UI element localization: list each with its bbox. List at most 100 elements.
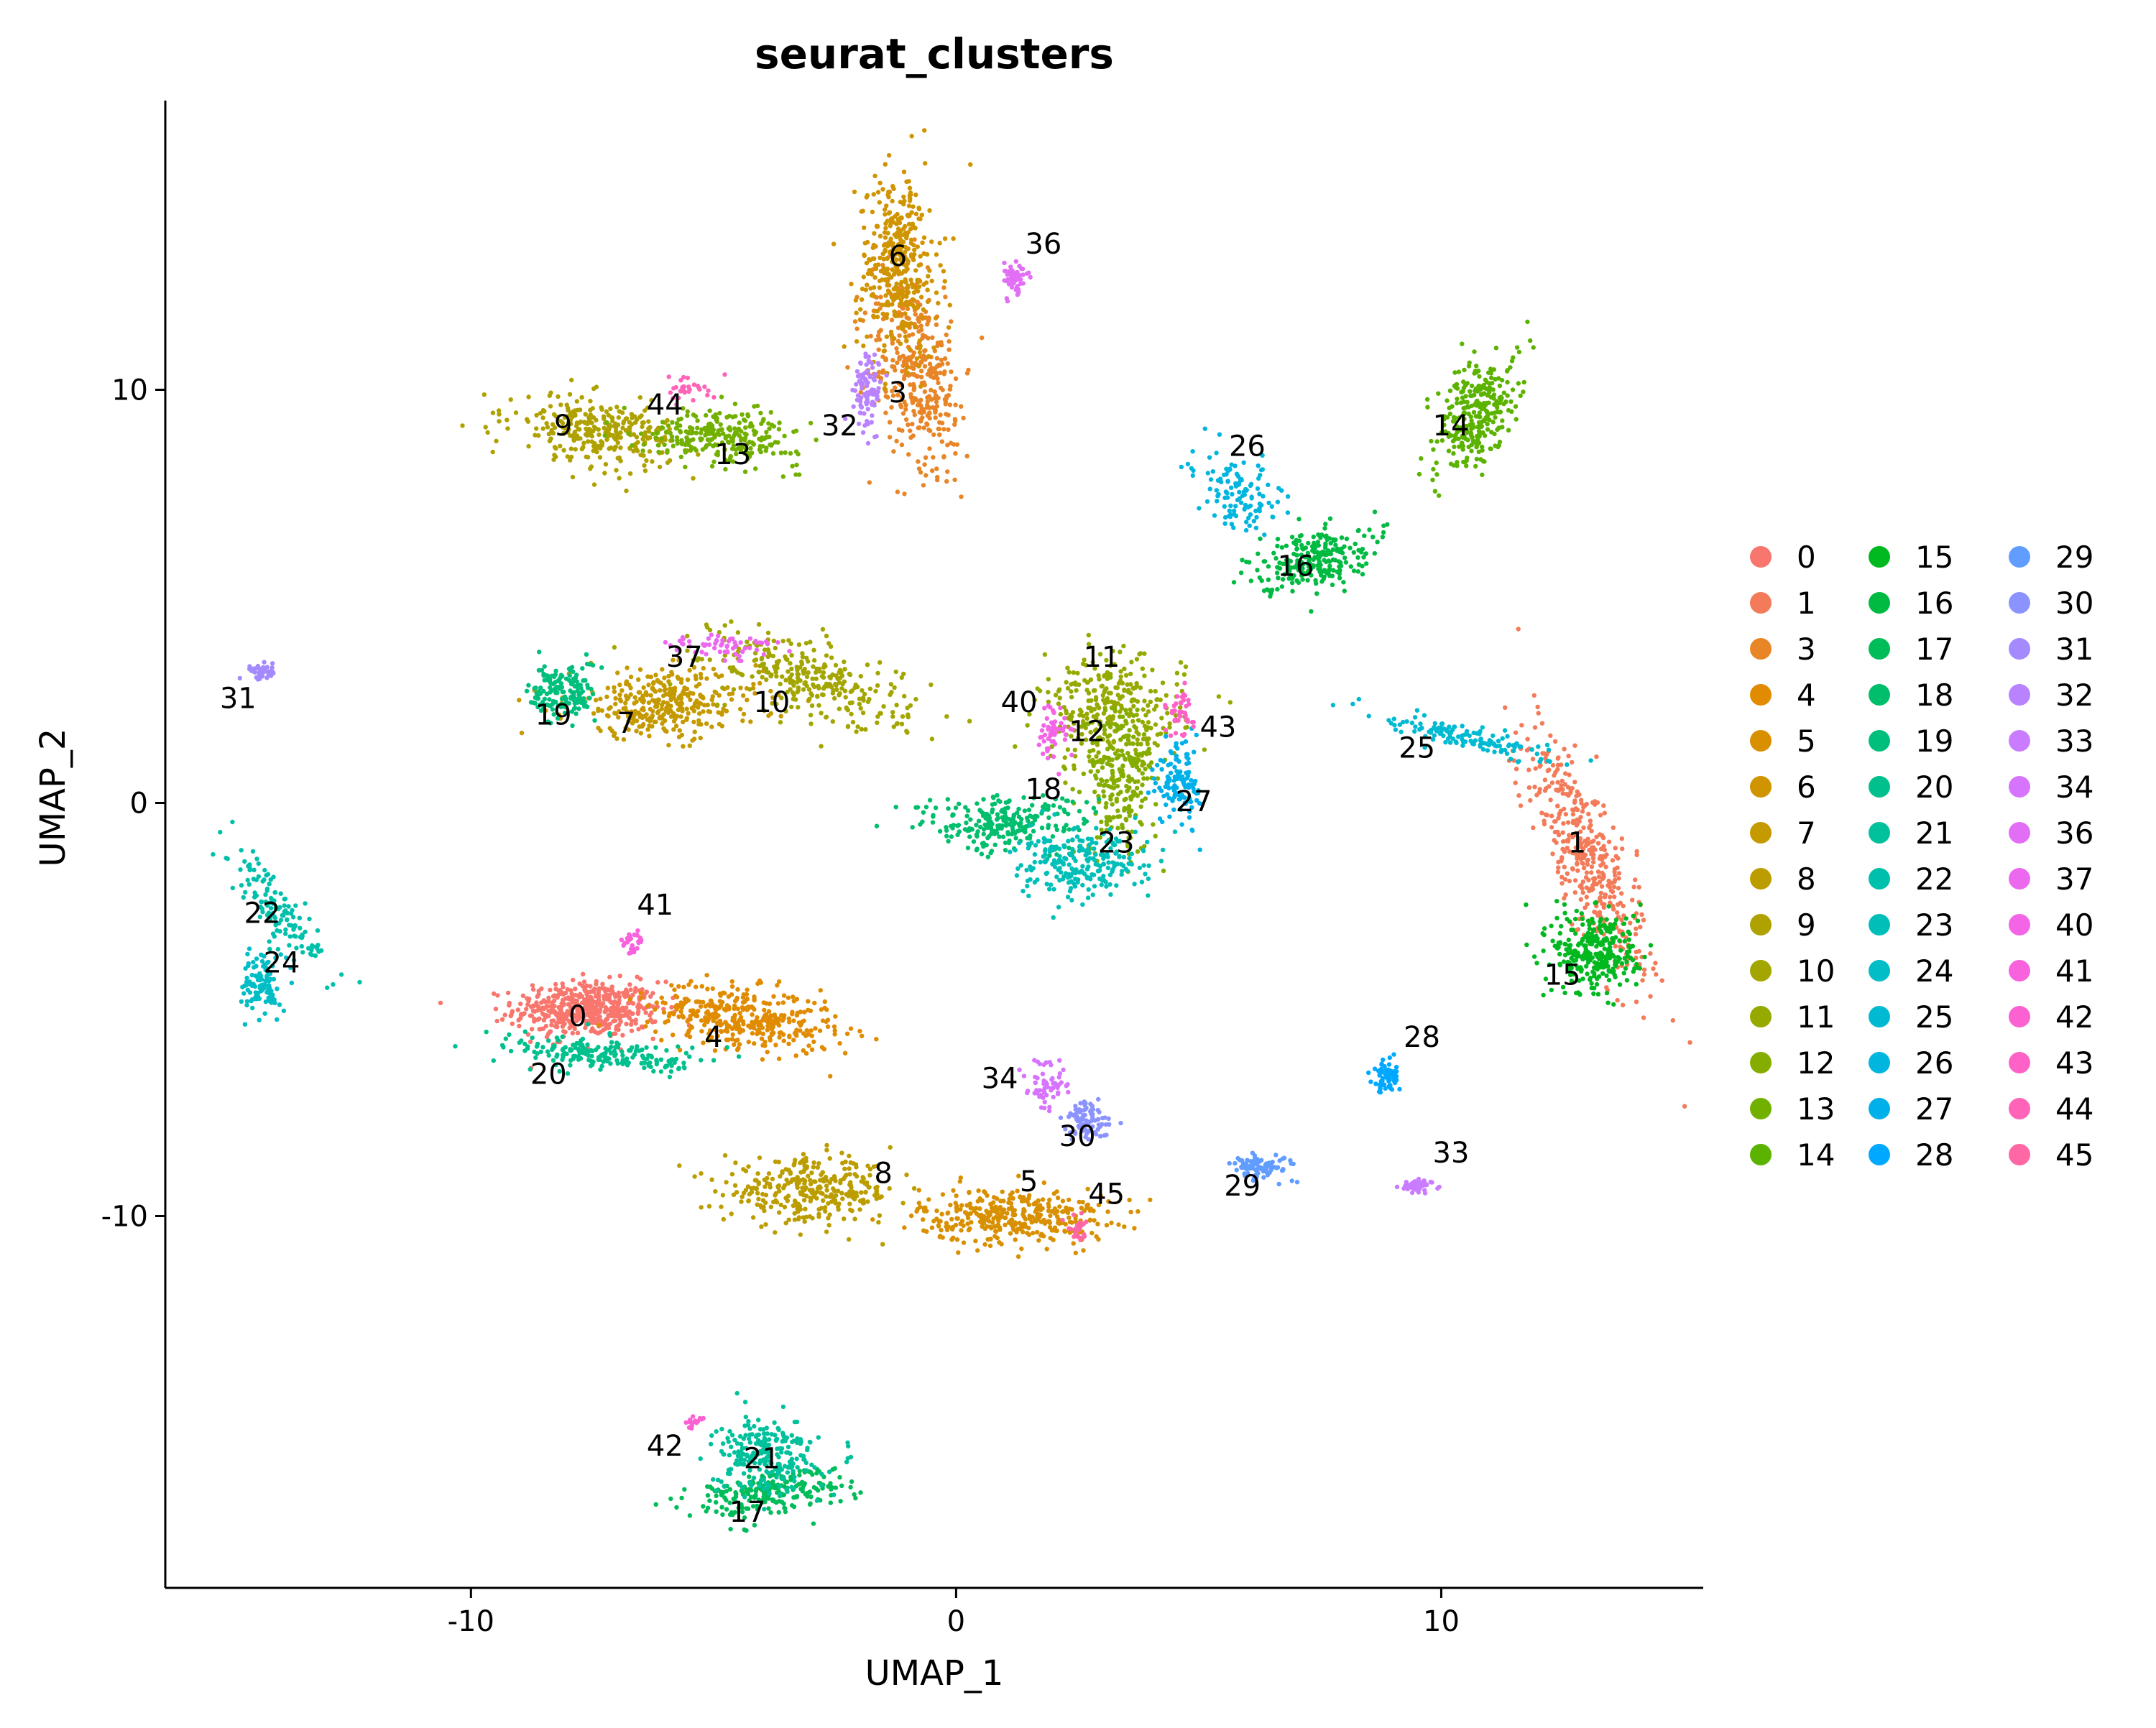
data-point bbox=[1558, 787, 1563, 792]
data-point bbox=[803, 1206, 808, 1211]
data-point bbox=[782, 1204, 788, 1210]
data-point bbox=[824, 1229, 829, 1234]
data-point bbox=[599, 440, 605, 445]
data-point bbox=[1542, 821, 1547, 827]
data-point bbox=[1077, 1199, 1082, 1205]
data-point bbox=[1037, 688, 1043, 693]
data-point bbox=[956, 1250, 961, 1255]
data-point bbox=[627, 997, 632, 1002]
data-point bbox=[900, 363, 906, 369]
data-point bbox=[1159, 716, 1164, 721]
data-point bbox=[566, 407, 571, 413]
data-point bbox=[1140, 782, 1145, 787]
data-point bbox=[595, 1030, 600, 1036]
data-point bbox=[916, 329, 921, 334]
data-point bbox=[819, 711, 824, 716]
data-point bbox=[1452, 370, 1457, 375]
data-point bbox=[707, 709, 713, 714]
data-point bbox=[1531, 825, 1536, 831]
data-point bbox=[800, 655, 806, 660]
data-point bbox=[1468, 422, 1473, 428]
data-point bbox=[1067, 670, 1072, 675]
data-point bbox=[796, 472, 802, 477]
data-point bbox=[931, 1219, 936, 1224]
data-point bbox=[707, 627, 713, 633]
data-point bbox=[814, 438, 819, 443]
data-point bbox=[929, 278, 934, 284]
data-point bbox=[1526, 767, 1531, 772]
data-point bbox=[908, 226, 913, 231]
data-point bbox=[1587, 923, 1592, 928]
data-point bbox=[918, 295, 924, 300]
data-point bbox=[1131, 734, 1136, 739]
data-point bbox=[1046, 1219, 1052, 1224]
data-point bbox=[775, 983, 780, 988]
data-point bbox=[1557, 930, 1562, 936]
data-point bbox=[854, 310, 859, 315]
data-point bbox=[802, 681, 807, 686]
data-point bbox=[1472, 402, 1478, 407]
data-point bbox=[715, 702, 720, 708]
data-point bbox=[1606, 1000, 1611, 1005]
data-point bbox=[753, 662, 758, 668]
data-point bbox=[552, 453, 557, 458]
data-point bbox=[1536, 711, 1541, 716]
data-point bbox=[887, 435, 893, 440]
data-point bbox=[724, 415, 729, 420]
data-point bbox=[494, 438, 499, 443]
data-point bbox=[614, 431, 619, 436]
data-point bbox=[1503, 399, 1508, 405]
data-point bbox=[1038, 1219, 1044, 1224]
data-point bbox=[614, 405, 619, 410]
data-point bbox=[964, 453, 969, 458]
data-point bbox=[764, 677, 769, 683]
data-point bbox=[768, 652, 773, 658]
data-point bbox=[1641, 1015, 1646, 1020]
data-point bbox=[926, 274, 931, 279]
data-point bbox=[1109, 699, 1114, 704]
data-point bbox=[1434, 472, 1439, 477]
data-point bbox=[579, 1014, 584, 1019]
data-point bbox=[632, 420, 638, 425]
data-point bbox=[717, 410, 722, 416]
data-point bbox=[895, 263, 900, 268]
data-point bbox=[1102, 708, 1108, 713]
data-point bbox=[670, 686, 675, 692]
data-point bbox=[695, 425, 700, 430]
data-point bbox=[552, 425, 558, 430]
data-point bbox=[1631, 884, 1636, 890]
data-point bbox=[1055, 1214, 1060, 1219]
data-point bbox=[867, 257, 872, 262]
data-point bbox=[568, 997, 573, 1002]
data-point bbox=[962, 1210, 968, 1215]
data-point bbox=[599, 1018, 604, 1024]
data-point bbox=[817, 1028, 823, 1033]
data-point bbox=[638, 990, 643, 996]
data-point bbox=[726, 994, 732, 999]
data-point bbox=[690, 426, 695, 431]
data-point bbox=[675, 701, 680, 706]
data-point bbox=[811, 1179, 817, 1184]
data-point bbox=[925, 371, 931, 377]
data-point bbox=[1123, 708, 1128, 713]
data-point bbox=[852, 685, 857, 690]
data-point bbox=[832, 1028, 837, 1033]
data-point bbox=[916, 206, 922, 211]
data-point bbox=[1135, 849, 1141, 854]
data-point bbox=[1556, 865, 1561, 870]
data-point bbox=[577, 407, 583, 412]
data-point bbox=[890, 198, 895, 204]
data-point bbox=[1602, 847, 1607, 853]
data-point bbox=[1548, 798, 1553, 803]
data-point bbox=[787, 1020, 792, 1025]
data-point bbox=[1152, 707, 1157, 712]
data-point bbox=[887, 420, 893, 425]
data-point bbox=[645, 1003, 650, 1009]
data-point bbox=[599, 708, 604, 713]
data-point bbox=[765, 1023, 770, 1029]
data-point bbox=[1086, 632, 1092, 638]
data-point bbox=[601, 1027, 606, 1032]
data-point bbox=[596, 986, 602, 991]
data-point bbox=[1108, 785, 1114, 790]
data-point bbox=[1108, 794, 1113, 799]
